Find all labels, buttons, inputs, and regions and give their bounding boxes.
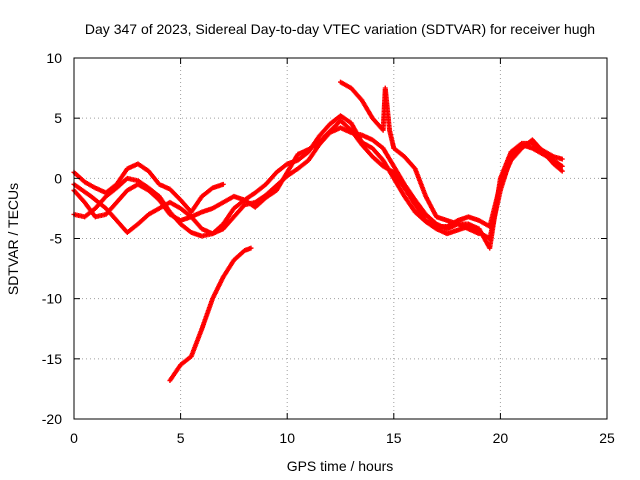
y-tick-label: -10 [42,291,62,307]
y-tick-label: 0 [54,170,62,186]
series-track-a [71,161,226,215]
x-tick-label: 10 [279,430,295,446]
y-tick-label: 5 [54,110,62,126]
data-point [248,245,254,251]
data-point [559,163,565,169]
y-tick-label: -5 [50,231,63,247]
y-tick-label: 10 [46,50,62,66]
data-points [71,79,565,383]
x-tick-label: 25 [599,430,615,446]
x-tick-label: 5 [177,430,185,446]
grid [74,58,607,419]
x-axis-label: GPS time / hours [287,458,394,474]
data-point [559,168,565,174]
x-tick-label: 20 [493,430,509,446]
data-point [476,231,482,237]
chart-title: Day 347 of 2023, Sidereal Day-to-day VTE… [85,21,595,37]
y-tick-label: -15 [42,351,62,367]
plot-frame [73,57,608,420]
data-point [559,156,565,162]
series-track-f [167,245,254,383]
axis-ticks: 0 5 10 15 20 25 -20 -15 -10 -5 0 5 10 [42,50,615,446]
series-track-d [71,118,565,229]
y-axis-label: SDTVAR / TECUs [5,183,21,295]
x-tick-label: 0 [70,430,78,446]
x-tick-label: 15 [386,430,402,446]
data-point [220,181,226,187]
series-track-e [338,79,482,237]
y-tick-label: -20 [42,411,62,427]
